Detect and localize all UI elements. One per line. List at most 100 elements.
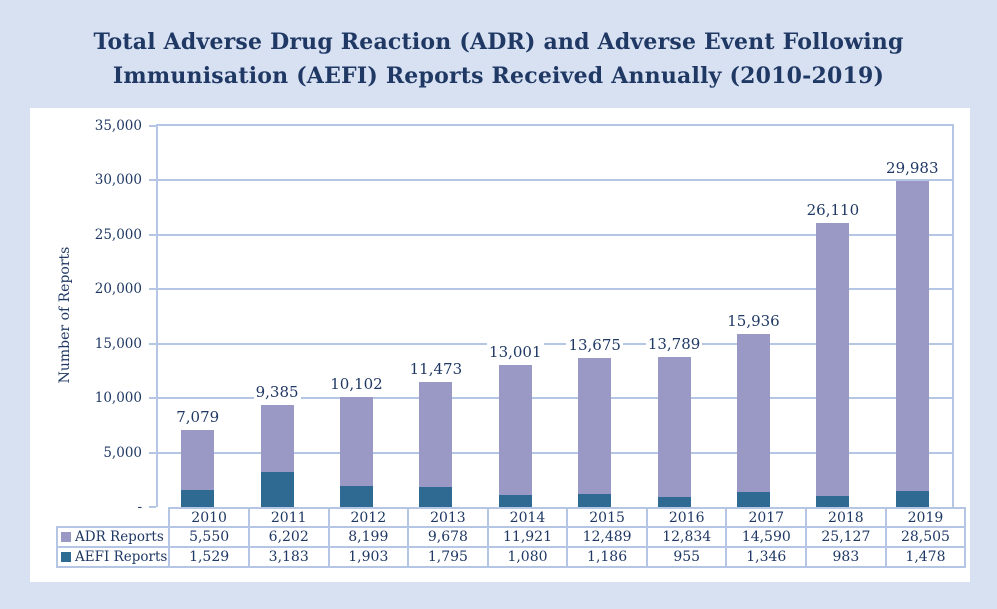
aefi-reports-row: AEFI Reports 1,529 3,183 1,903 1,795 1,080 1,1… bbox=[55, 546, 967, 568]
aefi-reports-value-2013: 1,795 bbox=[407, 546, 489, 568]
bar-segment-aefi-reports-2015 bbox=[578, 494, 612, 507]
bar-total-label-2018: 26,110 bbox=[783, 200, 882, 219]
y-axis-tick-mark bbox=[149, 179, 156, 182]
bar-segment-adr-reports-2017 bbox=[737, 333, 770, 493]
bar-segment-adr-reports-2011 bbox=[260, 404, 294, 473]
adr-reports-value-2013: 9,678 bbox=[407, 526, 489, 548]
bar-total-value: 26,110 bbox=[804, 200, 862, 219]
bar-total-value: 10,102 bbox=[328, 375, 385, 394]
bar-total-label-2011: 9,385 bbox=[227, 382, 326, 401]
y-axis-tick-mark bbox=[149, 125, 156, 127]
y-axis-tick-label: 25,000 bbox=[94, 226, 142, 243]
bar-segment-aefi-reports-2014 bbox=[498, 495, 532, 507]
bar-segment-aefi-reports-2019 bbox=[895, 490, 929, 507]
bar-total-value: 7,079 bbox=[174, 407, 222, 426]
adr-reports-value-2019: 28,505 bbox=[884, 526, 967, 548]
bar-total-label-2014: 13,001 bbox=[466, 343, 565, 362]
adr-reports-value-2015: 12,489 bbox=[566, 526, 648, 548]
adr-reports-legend-swatch-icon bbox=[61, 532, 71, 542]
bar-total-value: 13,789 bbox=[645, 334, 703, 353]
bar-segment-aefi-reports-2011 bbox=[260, 472, 294, 507]
aefi-reports-value-2018: 983 bbox=[805, 546, 887, 568]
y-axis-tick-label: 15,000 bbox=[94, 335, 142, 352]
bar-segment-adr-reports-2012 bbox=[340, 397, 373, 487]
aefi-reports-value-2017: 1,346 bbox=[725, 546, 808, 568]
gridline bbox=[158, 179, 952, 182]
year-label-2018: 2018 bbox=[805, 507, 887, 528]
year-label-2012: 2012 bbox=[327, 507, 410, 528]
adr-reports-value-2010: 5,550 bbox=[168, 526, 250, 548]
bar-total-label-2015: 13,675 bbox=[545, 336, 644, 355]
bar-segment-aefi-reports-2016 bbox=[657, 496, 691, 507]
y-axis-tick-mark bbox=[149, 451, 156, 454]
bar-total-value: 13,675 bbox=[566, 336, 623, 355]
y-axis-tick-mark bbox=[149, 233, 156, 236]
y-axis-tick-label: 30,000 bbox=[94, 172, 142, 189]
bar-segment-adr-reports-2010 bbox=[181, 429, 215, 491]
chart-title: Total Adverse Drug Reaction (ADR) and Ad… bbox=[0, 0, 997, 93]
bar-total-value: 9,385 bbox=[253, 382, 301, 401]
y-axis-tick-mark bbox=[149, 288, 156, 291]
aefi-reports-value-2015: 1,186 bbox=[566, 546, 648, 568]
y-axis-tick-mark bbox=[149, 397, 156, 400]
bar-segment-aefi-reports-2012 bbox=[340, 486, 373, 507]
bar-segment-adr-reports-2015 bbox=[578, 358, 612, 495]
adr-reports-legend-label: ADR Reports bbox=[75, 529, 164, 545]
bar-segment-adr-reports-2018 bbox=[816, 222, 850, 497]
adr-reports-value-2014: 11,921 bbox=[486, 526, 569, 548]
y-axis-tick-mark bbox=[149, 342, 156, 345]
aefi-reports-legend-label: AEFI Reports bbox=[75, 549, 168, 565]
bar-segment-adr-reports-2016 bbox=[657, 356, 691, 497]
year-label-2017: 2017 bbox=[725, 507, 808, 528]
y-axis-title: Number of Reports bbox=[57, 246, 73, 384]
bar-total-label-2019: 29,983 bbox=[863, 158, 962, 177]
year-row: 2010 2011 2012 2013 2014 2015 2016 2017 2018 2019 bbox=[57, 507, 967, 528]
bar-segment-adr-reports-2019 bbox=[895, 180, 929, 491]
year-label-2013: 2013 bbox=[407, 507, 489, 528]
bar-segment-adr-reports-2013 bbox=[419, 382, 453, 488]
y-axis-tick-label: 5,000 bbox=[103, 444, 142, 461]
bar-total-label-2010: 7,079 bbox=[148, 407, 247, 426]
year-label-2015: 2015 bbox=[566, 507, 648, 528]
bar-total-value: 13,001 bbox=[487, 343, 544, 362]
data-table: 2010 2011 2012 2013 2014 2015 2016 2017 2018 2019… bbox=[55, 507, 967, 568]
aefi-reports-legend-swatch-icon bbox=[61, 552, 71, 562]
aefi-reports-value-2012: 1,903 bbox=[327, 546, 410, 568]
aefi-reports-value-2011: 3,183 bbox=[247, 546, 330, 568]
bar-segment-aefi-reports-2018 bbox=[816, 496, 850, 507]
gridline bbox=[158, 397, 952, 400]
gridline bbox=[158, 288, 952, 291]
adr-reports-value-2012: 8,199 bbox=[327, 526, 410, 548]
aefi-reports-value-2016: 955 bbox=[645, 546, 728, 568]
adr-reports-value-2016: 12,834 bbox=[645, 526, 728, 548]
adr-reports-row: ADR Reports 5,550 6,202 8,199 9,678 11,921 12,… bbox=[55, 526, 967, 548]
adr-reports-value-2017: 14,590 bbox=[725, 526, 808, 548]
bar-total-value: 29,983 bbox=[884, 158, 941, 177]
chart-title-line2: Immunisation (AEFI) Reports Received Ann… bbox=[112, 63, 885, 89]
legend-aefi-reports: AEFI Reports bbox=[55, 546, 171, 568]
gridline bbox=[158, 451, 952, 454]
chart-title-line1: Total Adverse Drug Reaction (ADR) and Ad… bbox=[93, 29, 904, 55]
bar-segment-aefi-reports-2010 bbox=[181, 490, 215, 507]
year-label-2010: 2010 bbox=[168, 507, 250, 528]
gridline bbox=[158, 233, 952, 236]
adr-reports-value-2011: 6,202 bbox=[247, 526, 330, 548]
y-axis-tick-label: - bbox=[137, 499, 142, 515]
aefi-reports-value-2010: 1,529 bbox=[168, 546, 250, 568]
bar-segment-adr-reports-2014 bbox=[498, 365, 532, 496]
year-label-2014: 2014 bbox=[486, 507, 569, 528]
aefi-reports-value-2019: 1,478 bbox=[884, 546, 967, 568]
y-axis-tick-label: 10,000 bbox=[94, 390, 142, 407]
gridline bbox=[158, 342, 952, 345]
bar-total-value: 11,473 bbox=[407, 360, 465, 379]
y-axis-tick-mark bbox=[149, 506, 156, 508]
y-axis-tick-label: 20,000 bbox=[94, 281, 142, 298]
bar-total-label-2012: 10,102 bbox=[307, 375, 406, 394]
year-label-2019: 2019 bbox=[884, 507, 967, 528]
bar-total-value: 15,936 bbox=[725, 311, 782, 330]
bar-segment-aefi-reports-2017 bbox=[737, 492, 770, 507]
plot-area: 7,079 9,385 10,102 11,473 13,001 13,675 13,789… bbox=[156, 124, 954, 507]
legend-adr-reports: ADR Reports bbox=[55, 526, 171, 548]
year-label-2016: 2016 bbox=[645, 507, 728, 528]
